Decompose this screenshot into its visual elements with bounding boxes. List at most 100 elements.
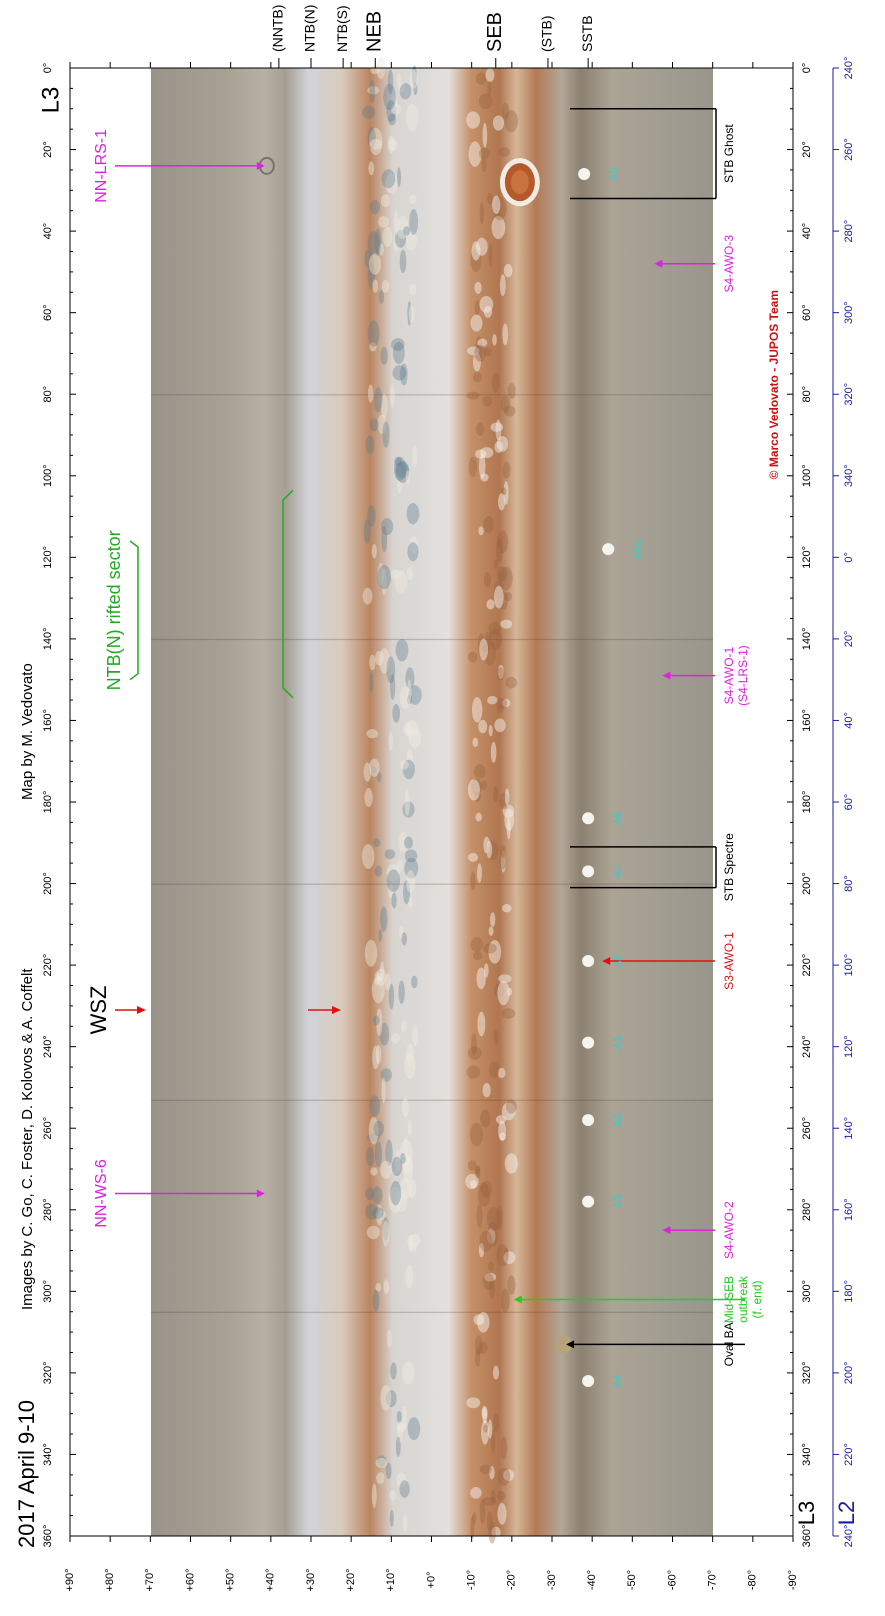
seb-streak <box>500 1288 510 1313</box>
seb-streak <box>477 1011 486 1037</box>
neb-streak <box>388 730 393 752</box>
seb-streak <box>489 1466 495 1480</box>
seb-streak <box>486 599 495 610</box>
seb-streak <box>500 487 507 496</box>
neb-streak <box>369 342 377 352</box>
l3-tick-label-left: 20° <box>42 141 54 158</box>
neb-streak <box>375 1282 382 1292</box>
feature-label: S4-AWO-2 <box>722 1201 736 1259</box>
rifted-sector-brace <box>129 540 139 681</box>
neb-streak <box>372 1207 384 1220</box>
seb-streak <box>499 852 507 870</box>
neb-streak <box>363 519 371 544</box>
seb-streak <box>477 338 488 347</box>
neb-streak <box>371 1483 377 1508</box>
seb-streak <box>478 1342 488 1354</box>
neb-streak <box>407 1234 421 1247</box>
seb-streak <box>487 192 493 205</box>
neb-streak <box>408 194 417 204</box>
seb-streak <box>474 1165 481 1175</box>
seb-streak <box>497 493 506 511</box>
neb-streak <box>364 939 378 967</box>
seb-streak <box>482 1407 488 1424</box>
seb-streak <box>479 202 485 225</box>
spot-label: A8 <box>612 954 624 967</box>
neb-streak <box>367 320 380 347</box>
seb-streak <box>501 102 510 120</box>
figure-map-by: Map by M. Vedovato <box>19 663 36 800</box>
tile-seam <box>151 638 713 641</box>
neb-streak <box>402 1154 413 1175</box>
l3-tick-label-left: 60° <box>42 304 54 321</box>
l3-tick-label-left: 40° <box>42 223 54 240</box>
neb-streak <box>395 1190 408 1213</box>
seb-streak <box>471 1033 477 1056</box>
lat-tick-label: -30° <box>546 1570 558 1590</box>
neb-streak <box>365 1203 379 1220</box>
seb-streak <box>498 146 510 158</box>
lat-tick-label: +60° <box>184 1568 196 1591</box>
neb-streak <box>388 113 396 126</box>
neb-streak <box>408 1234 414 1253</box>
neb-streak <box>368 765 377 774</box>
l3-tick-label-right: 200° <box>801 872 813 895</box>
feature-arrow-head <box>256 161 265 170</box>
neb-streak <box>405 103 419 132</box>
seb-streak <box>496 667 505 681</box>
seb-streak <box>495 538 504 563</box>
neb-streak <box>393 456 406 481</box>
seb-streak <box>488 1521 496 1544</box>
seb-streak <box>482 395 493 407</box>
lat-tick-label: -20° <box>506 1570 518 1590</box>
feature-arrow-head <box>662 1226 671 1235</box>
neb-streak <box>386 100 396 123</box>
seb-streak <box>473 371 482 383</box>
seb-streak <box>474 344 487 362</box>
seb-streak <box>474 281 482 294</box>
neb-streak <box>394 570 408 594</box>
seb-streak <box>487 80 492 97</box>
seb-streak <box>486 1206 501 1231</box>
neb-streak <box>390 1180 402 1206</box>
seb-streak <box>504 1153 518 1174</box>
neb-streak <box>386 869 401 892</box>
seb-streak <box>503 263 513 278</box>
seb-streak <box>487 1228 496 1245</box>
figure-credits: Images by C. Go, C. Foster, D. Kolovos &… <box>19 968 36 1310</box>
feature-label: S4-AWO-1 <box>722 646 736 704</box>
neb-streak <box>399 249 407 274</box>
neb-streak <box>374 1141 382 1168</box>
neb-streak <box>362 844 375 869</box>
feature-arrow-head <box>566 1340 575 1349</box>
seb-streak <box>493 1413 500 1433</box>
seb-streak <box>472 737 479 748</box>
seb-streak <box>479 638 489 661</box>
neb-streak <box>396 73 401 86</box>
neb-streak <box>369 139 383 150</box>
l2-tick-label: 280° <box>843 220 855 243</box>
neb-streak <box>367 86 380 95</box>
neb-streak <box>362 105 376 119</box>
l2-tick-label: 160° <box>843 1198 855 1221</box>
belt-label-seb: SEB <box>484 12 506 52</box>
seb-streak <box>496 1204 503 1231</box>
seb-streak <box>501 904 512 913</box>
seb-streak <box>483 571 491 588</box>
seb-streak <box>470 936 483 953</box>
l3-tick-label-right: 0° <box>801 63 813 74</box>
seb-streak <box>470 1180 477 1189</box>
seb-streak <box>506 817 511 840</box>
seb-streak <box>475 812 482 822</box>
seb-streak <box>493 558 499 570</box>
neb-streak <box>390 569 401 580</box>
neb-streak <box>395 460 410 479</box>
seb-streak <box>498 974 512 983</box>
neb-streak <box>380 906 388 932</box>
seb-streak <box>504 788 510 806</box>
seb-streak <box>492 195 501 215</box>
seb-streak <box>493 1030 499 1045</box>
neb-streak <box>396 466 403 495</box>
neb-streak <box>389 383 395 409</box>
neb-streak <box>401 1020 407 1033</box>
neb-streak <box>403 1157 413 1184</box>
